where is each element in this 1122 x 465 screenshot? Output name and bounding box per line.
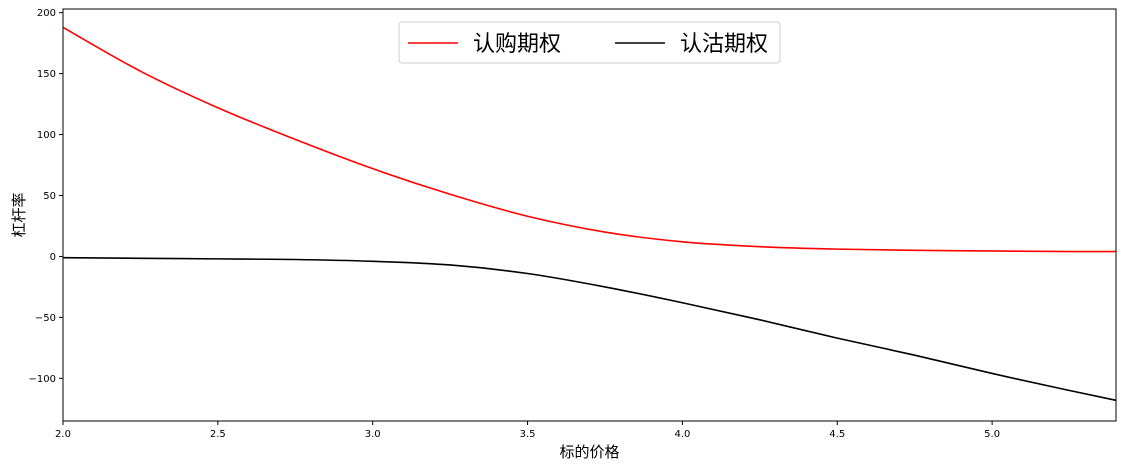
- y-tick-label: −100: [29, 374, 56, 385]
- series-line-put: [62, 256, 1117, 402]
- legend: 认购期权 认沽期权: [398, 21, 781, 64]
- x-tick-label: 4.0: [674, 429, 690, 440]
- series-line-call: [62, 26, 1117, 253]
- x-tick-label: 4.5: [829, 429, 845, 440]
- x-tick-label: 2.5: [210, 429, 226, 440]
- y-tick-label: 150: [37, 69, 56, 80]
- y-tick-label: 50: [43, 191, 56, 202]
- x-axis-label: 标的价格: [559, 443, 619, 461]
- x-axis: 2.0 2.5 3.0 3.5 4.0 4.5 5.0: [55, 421, 1000, 440]
- y-axis-label: 杠杆率: [10, 192, 28, 237]
- x-tick-label: 2.0: [55, 429, 71, 440]
- plot-frame: [62, 8, 1117, 422]
- x-tick-label: 3.0: [365, 429, 381, 440]
- legend-label-call: 认购期权: [473, 32, 561, 57]
- y-tick-label: 0: [50, 252, 56, 263]
- legend-box: [398, 21, 781, 64]
- y-tick-label: 200: [37, 8, 56, 19]
- series-layer: [62, 26, 1117, 402]
- x-tick-label: 3.5: [520, 429, 536, 440]
- x-tick-label: 5.0: [984, 429, 1000, 440]
- y-tick-label: −50: [35, 313, 56, 324]
- y-tick-label: 100: [37, 130, 56, 141]
- y-axis: −100 −50 0 50 100 150 200: [29, 8, 63, 385]
- legend-label-put: 认沽期权: [680, 32, 768, 57]
